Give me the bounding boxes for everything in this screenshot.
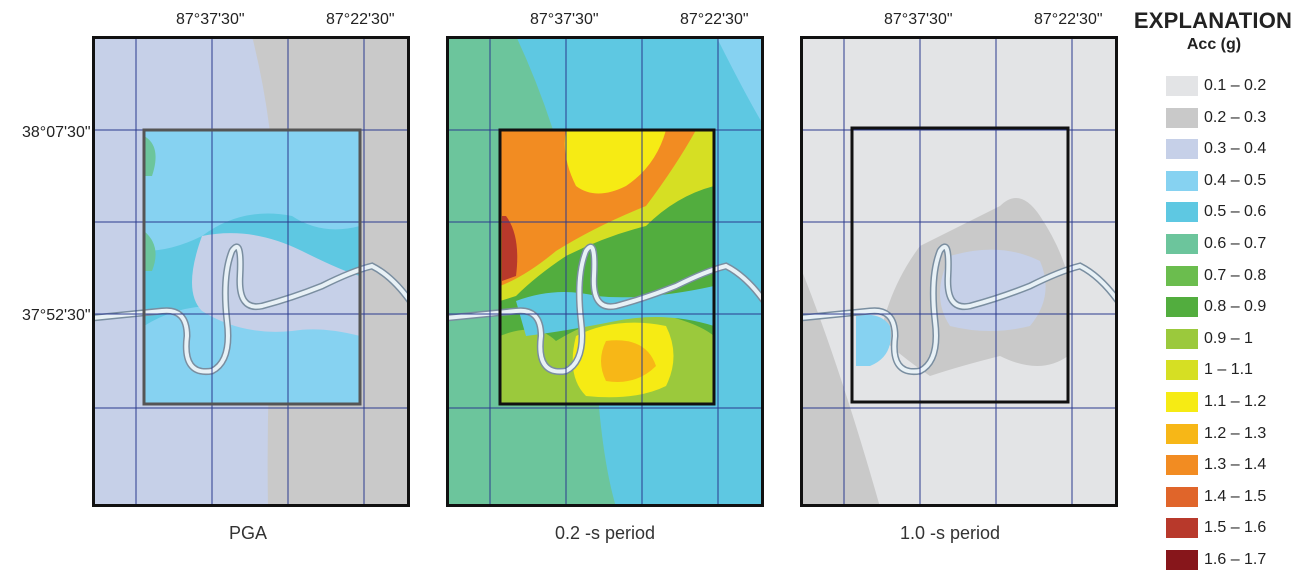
- legend-swatch: [1166, 455, 1198, 476]
- longitude-label-east: 87°22'30": [680, 11, 749, 28]
- legend-label: 0.2 – 0.3: [1204, 108, 1267, 126]
- legend-swatch: [1166, 297, 1198, 318]
- legend-label: 1.2 – 1.3: [1204, 424, 1267, 442]
- panel-caption: 0.2 -s period: [555, 523, 656, 543]
- legend-label: 1.6 – 1.7: [1204, 551, 1267, 568]
- legend-swatch: [1166, 107, 1198, 128]
- legend-swatch: [1166, 234, 1198, 254]
- legend-label: 1.3 – 1.4: [1204, 456, 1267, 474]
- legend-swatch: [1166, 328, 1198, 349]
- zone-0.4-0.5: [856, 314, 891, 366]
- legend-swatch: [1166, 550, 1198, 570]
- legend-label: 0.9 – 1: [1204, 329, 1253, 347]
- study-area-boundary: [850, 126, 1070, 404]
- latitude-label-north: 38°07'30": [22, 124, 91, 141]
- legend-swatch: [1166, 392, 1198, 412]
- legend-swatch: [1166, 202, 1198, 223]
- longitude-label-west: 87°37'30": [884, 11, 953, 28]
- legend-label: 1.4 – 1.5: [1204, 487, 1267, 505]
- legend-label: 0.3 – 0.4: [1204, 140, 1267, 158]
- zone-0.3-0.4: [192, 233, 360, 336]
- legend-label: 1.1 – 1.2: [1204, 393, 1267, 410]
- zone-0.6-0.7: [144, 136, 156, 176]
- legend-label: 0.4 – 0.5: [1204, 171, 1267, 189]
- study-area-boundary: [142, 128, 362, 406]
- legend-swatch: [1166, 360, 1198, 381]
- longitude-label-west: 87°37'30": [176, 11, 245, 28]
- legend-subtitle: Acc (g): [1186, 36, 1242, 53]
- legend-swatch: [1166, 518, 1198, 539]
- legend-swatch: [1166, 76, 1198, 96]
- map-panel-pga: [92, 36, 410, 507]
- zone-1.5-1.6: [502, 216, 518, 281]
- latitude-label-south: 37°52'30": [22, 307, 91, 324]
- legend-label: 1.5 – 1.6: [1204, 519, 1267, 537]
- legend: EXPLANATION Acc (g) 0.1 – 0.2 0.2 – 0.3 0.…: [1130, 8, 1296, 570]
- panel-caption: PGA: [229, 523, 268, 543]
- legend-label: 0.7 – 0.8: [1204, 266, 1267, 284]
- zone-0.3-0.4: [940, 249, 1046, 331]
- legend-swatch: [1166, 423, 1198, 444]
- longitude-label-east: 87°22'30": [326, 11, 395, 28]
- legend-swatch: [1166, 265, 1198, 286]
- legend-label: 1 – 1.1: [1204, 361, 1253, 379]
- zone-0.2-0.3: [800, 266, 880, 507]
- panel-caption: 1.0 -s period: [900, 523, 1001, 543]
- legend-label: 0.8 – 0.9: [1204, 298, 1267, 316]
- legend-swatch: [1166, 139, 1198, 160]
- zone-0.4-0.5: [144, 130, 360, 251]
- map-panel-1.0s: [800, 36, 1118, 507]
- legend-swatch: [1166, 170, 1198, 191]
- legend-label: 0.6 – 0.7: [1204, 235, 1267, 252]
- legend-label: 0.1 – 0.2: [1204, 77, 1267, 94]
- longitude-label-east: 87°22'30": [1034, 11, 1103, 28]
- zone-0.4-0.5: [716, 36, 764, 126]
- zone-1.1-1.2: [564, 130, 666, 194]
- map-panel-0.2s: [446, 36, 764, 507]
- study-area-boundary: [498, 128, 716, 406]
- legend-label: 0.5 – 0.6: [1204, 203, 1267, 221]
- legend-swatch: [1166, 486, 1198, 507]
- zone-1.3-1.4: [500, 130, 696, 286]
- legend-title: EXPLANATION: [1133, 8, 1293, 33]
- zone-0.4-0.5: [144, 306, 360, 404]
- zone-0.6-0.7: [144, 231, 156, 271]
- longitude-label-west: 87°37'30": [530, 11, 599, 28]
